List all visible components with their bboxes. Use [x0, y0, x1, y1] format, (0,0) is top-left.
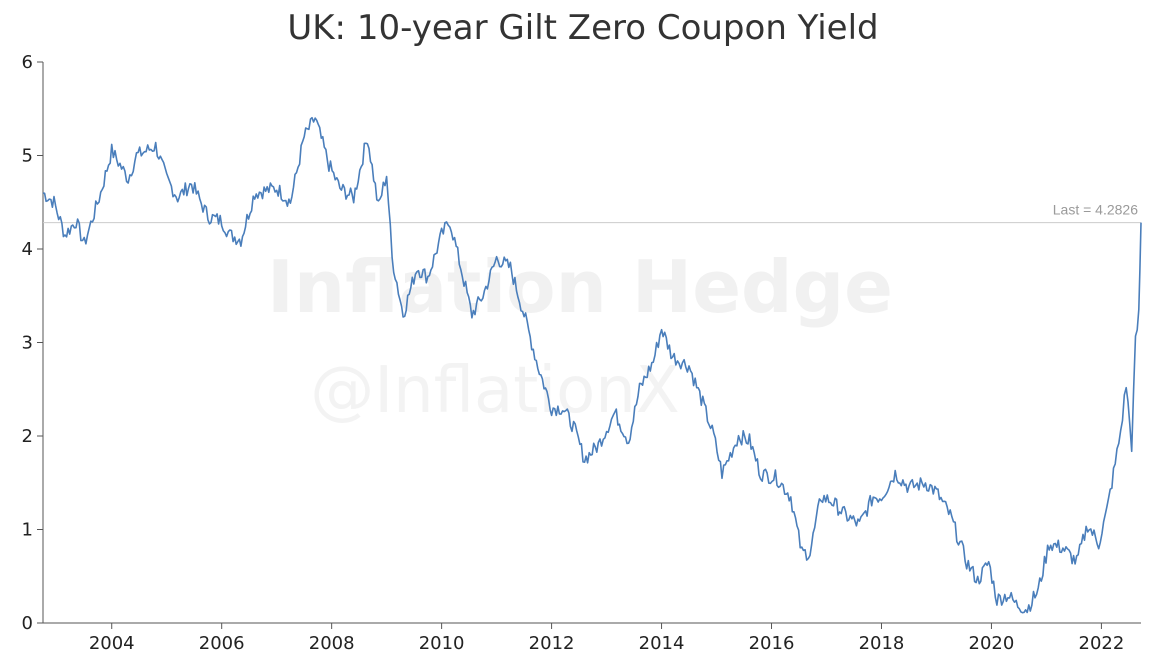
x-tick-label: 2008: [309, 633, 355, 654]
y-tick-label: 0: [22, 613, 33, 634]
y-tick-label: 4: [22, 239, 33, 260]
y-tick-label: 3: [22, 333, 33, 354]
watermark-text-line2: @InflationX: [310, 354, 679, 428]
chart-title: UK: 10-year Gilt Zero Coupon Yield: [287, 8, 878, 48]
x-tick-label: 2022: [1079, 633, 1125, 654]
yield-series-line: [42, 116, 1142, 614]
x-tick-label: 2006: [199, 633, 245, 654]
x-tick-label: 2020: [969, 633, 1015, 654]
watermark-text-line1: Inflation Hedge: [267, 245, 893, 329]
y-tick-label: 6: [22, 52, 33, 73]
last-value-label: Last = 4.2826: [1053, 202, 1138, 218]
y-tick-label: 5: [22, 146, 33, 167]
x-tick-label: 2004: [89, 633, 135, 654]
x-tick-label: 2010: [419, 633, 465, 654]
x-tick-label: 2016: [749, 633, 795, 654]
y-tick-label: 1: [22, 520, 33, 541]
x-tick-label: 2018: [859, 633, 905, 654]
x-tick-label: 2012: [529, 633, 575, 654]
series-group: [42, 116, 1142, 614]
reference-line-group: Last = 4.2826: [43, 202, 1141, 224]
axes: 0 1 2 3 4 5 6 2004 2006 2008 2010 2012 2014 2016 2018 2…: [22, 52, 1141, 654]
y-tick-label: 2: [22, 426, 33, 447]
x-tick-label: 2014: [639, 633, 685, 654]
